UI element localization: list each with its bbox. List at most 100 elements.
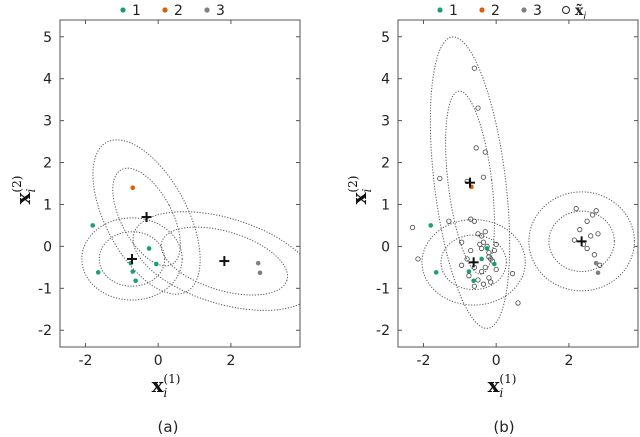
sample-point <box>493 266 499 273</box>
confidence-ellipse <box>528 191 635 292</box>
y-tick-label: 5 <box>43 30 52 46</box>
confidence-ellipse <box>440 234 507 291</box>
sample-point <box>488 279 494 285</box>
y-tick-label: 1 <box>381 197 390 213</box>
data-point-class-1 <box>130 269 136 274</box>
legend-label: 3 <box>533 3 542 19</box>
legend-entry-3: 3 <box>521 3 542 19</box>
sample-point <box>479 268 485 275</box>
data-point-class-1 <box>492 261 497 267</box>
chart-panel-a: 1 2 3 -2 0 2 -2 -1 0 1 2 3 4 5 xi(2) xi(1) (a) <box>10 3 301 436</box>
sample-point <box>471 218 477 224</box>
legend-entry-1: 1 <box>120 3 141 19</box>
sample-point <box>593 208 599 214</box>
ellipses-a <box>81 139 300 311</box>
legend-label: 1 <box>132 3 141 19</box>
sample-point <box>480 239 487 245</box>
sample-point <box>459 239 465 245</box>
samples-b <box>409 65 603 306</box>
center-marker <box>465 177 475 188</box>
sample-point <box>515 300 521 306</box>
sample-point <box>589 212 596 218</box>
x-tick-label: 0 <box>492 353 501 369</box>
sample-point <box>584 218 590 224</box>
x-axis-label-a: xi(1) <box>152 372 181 400</box>
y-axis-label-b: xi(2) <box>346 176 374 205</box>
x-axis-label-b: xi(1) <box>488 372 517 400</box>
center-marker <box>576 236 587 247</box>
data-point-class-1 <box>95 270 101 275</box>
sample-point <box>573 206 579 212</box>
x-tick-label: -2 <box>78 353 92 369</box>
data-point-class-2 <box>130 185 136 190</box>
confidence-ellipse <box>548 210 615 273</box>
sample-point <box>468 247 474 254</box>
chart-panel-b: 1 2 3 x̃i -2 0 2 -2 -1 0 1 2 3 4 5 xi(2) xi(1) (b) <box>346 2 639 436</box>
legend-marker <box>437 7 443 13</box>
legend-entry-2: 2 <box>162 3 183 19</box>
legend-marker <box>120 7 126 13</box>
data-point-class-3 <box>593 260 599 266</box>
sample-point <box>482 264 488 270</box>
sample-point <box>479 245 485 252</box>
sample-point <box>437 175 443 182</box>
sample-point <box>480 281 487 287</box>
sample-point <box>409 224 416 231</box>
y-tick-label: 0 <box>381 239 390 255</box>
y-tick-label: 4 <box>381 72 390 88</box>
caption-b: (b) <box>493 418 514 436</box>
legend-marker <box>162 7 168 13</box>
y-tick-label: -2 <box>376 323 390 339</box>
x-tick-label: -2 <box>416 353 430 369</box>
sample-point <box>486 254 492 260</box>
data-point-class-3 <box>595 270 601 276</box>
sample-point <box>480 174 487 180</box>
legend-entry-3: 3 <box>204 3 225 19</box>
confidence-ellipse <box>81 217 183 301</box>
sample-point <box>588 233 594 239</box>
legend-marker <box>479 7 485 13</box>
sample-point <box>597 262 603 268</box>
legend-marker <box>562 6 570 14</box>
ellipses-b <box>421 36 635 329</box>
y-tick-label: 3 <box>43 114 52 130</box>
legend-label: 2 <box>491 3 500 19</box>
ticks-a: -2 0 2 -2 -1 0 1 2 3 4 5 <box>38 20 300 369</box>
data-point-class-1 <box>466 269 472 274</box>
data-point-class-1 <box>471 278 476 284</box>
y-tick-label: 4 <box>43 72 52 88</box>
sample-point <box>475 105 481 111</box>
x-tick-label: 2 <box>226 353 235 369</box>
data-point-class-1 <box>484 246 490 251</box>
legend-entry-4: x̃i <box>562 2 586 22</box>
legend-entry-2: 2 <box>479 3 500 19</box>
center-marker <box>468 257 479 268</box>
y-tick-label: 0 <box>43 239 52 255</box>
data-point-class-1 <box>433 270 439 275</box>
sample-point <box>471 65 477 71</box>
data-point-class-3 <box>257 270 263 276</box>
sample-point <box>466 273 472 279</box>
sample-point <box>459 262 465 268</box>
sample-point <box>464 256 470 262</box>
data-point-class-1 <box>428 223 434 228</box>
center-marker <box>141 212 152 223</box>
legend-label: 2 <box>174 3 183 19</box>
sample-point <box>486 275 492 281</box>
sample-point <box>471 283 477 289</box>
sample-point <box>482 229 488 235</box>
sample-point <box>473 145 479 151</box>
centers-a <box>127 212 230 267</box>
legend-marker <box>521 7 527 13</box>
plot-frame-b <box>397 19 639 348</box>
sample-point <box>475 277 481 283</box>
sample-point <box>509 271 516 277</box>
legend-label: 3 <box>216 3 225 19</box>
center-marker <box>127 253 137 264</box>
y-axis-label-a: xi(2) <box>10 176 38 205</box>
y-tick-label: 5 <box>381 30 390 46</box>
y-tick-label: -1 <box>38 281 52 297</box>
confidence-ellipse <box>92 139 201 295</box>
ticks-b: -2 0 2 -2 -1 0 1 2 3 4 5 <box>376 20 638 369</box>
